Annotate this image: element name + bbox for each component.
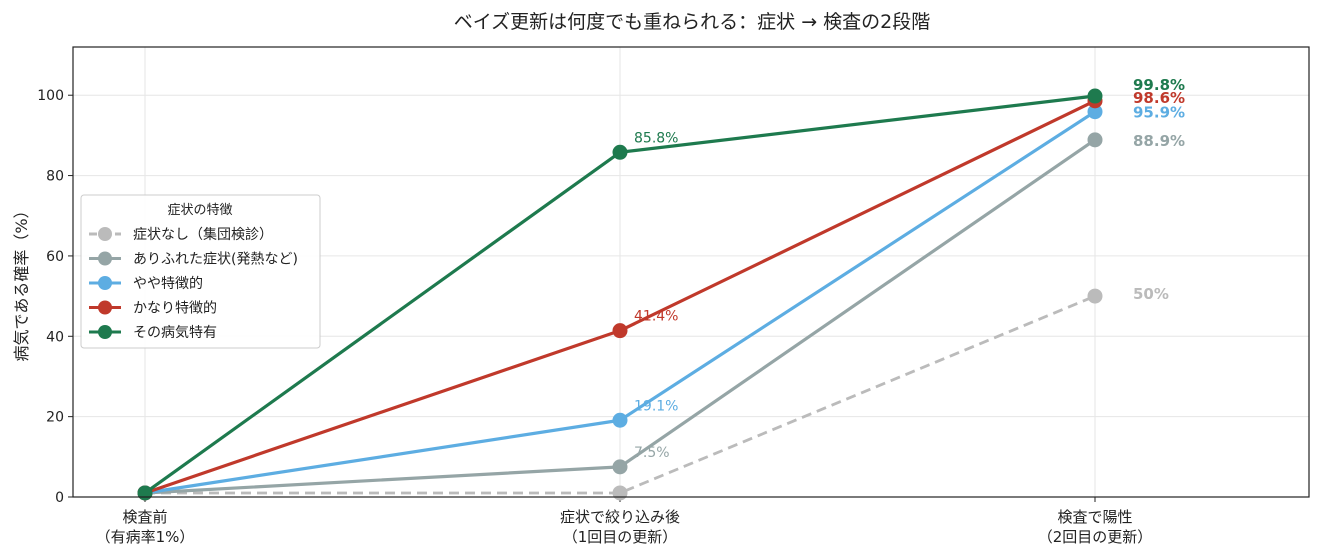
data-point bbox=[612, 144, 628, 160]
data-point bbox=[612, 459, 628, 475]
data-point bbox=[1087, 104, 1103, 120]
data-point bbox=[1087, 288, 1103, 304]
mid-value-label: 19.1% bbox=[634, 398, 678, 414]
mid-value-label: 41.4% bbox=[634, 309, 678, 325]
end-value-label: 88.9% bbox=[1133, 132, 1185, 150]
legend-item-0: 症状なし（集団検診） bbox=[89, 226, 273, 243]
legend-marker bbox=[98, 251, 112, 266]
y-tick-label: 20 bbox=[46, 410, 64, 426]
x-tick-label: （2回目の更新） bbox=[1038, 528, 1153, 546]
end-value-label: 98.6% bbox=[1133, 89, 1185, 107]
y-tick-labels: 0 20 40 60 80 100 bbox=[37, 88, 73, 506]
data-point bbox=[1087, 88, 1103, 104]
data-point bbox=[612, 485, 628, 501]
point-labels: 50% 7.5% 88.9% 19.1% 95.9% 41.4% 98.6% 85.8% 99.… bbox=[634, 76, 1185, 461]
y-tick-label: 0 bbox=[55, 490, 64, 506]
legend-marker bbox=[98, 276, 112, 290]
y-tick-label: 100 bbox=[37, 88, 64, 104]
legend: 症状の特徴 症状なし（集団検診） ありふれた症状(発熱など) やや特徴的かなり特徴的… bbox=[80, 194, 321, 349]
legend-label: やや特徴的 bbox=[133, 276, 203, 292]
end-value-label: 95.9% bbox=[1133, 104, 1185, 122]
data-point bbox=[612, 323, 628, 339]
series-line bbox=[145, 294, 1096, 495]
x-tick-label: 検査前 bbox=[122, 508, 167, 526]
legend-marker bbox=[98, 300, 112, 315]
legend-title: 症状の特徴 bbox=[167, 203, 232, 218]
legend-marker bbox=[98, 325, 112, 339]
x-tick-label: （有病率1%） bbox=[96, 528, 195, 546]
end-value-label: 50% bbox=[1133, 285, 1169, 303]
chart-title: ベイズ更新は何度でも重ねられる：症状 → 検査の2段階 bbox=[454, 11, 931, 33]
series-4 bbox=[137, 88, 1103, 501]
legend-label: ありふれた症状(発熱など) bbox=[133, 252, 298, 268]
end-value-label: 99.8% bbox=[1133, 76, 1185, 94]
x-tick-labels: 検査前 （有病率1%） 症状で絞り込み後 （1回目の更新） 検査で陽性 （2回目の更新） bbox=[96, 497, 1153, 546]
mid-value-label: 85.8% bbox=[634, 130, 678, 146]
data-point bbox=[1087, 132, 1103, 148]
legend-marker bbox=[98, 227, 112, 241]
x-tick-label: 検査で陽性 bbox=[1057, 508, 1132, 526]
x-tick-label: 症状で絞り込み後 bbox=[560, 508, 680, 526]
plot-frame bbox=[72, 46, 1310, 498]
y-tick-label: 40 bbox=[46, 329, 64, 345]
y-tick-label: 80 bbox=[46, 169, 64, 185]
y-axis-label: 病気である確率（%） bbox=[12, 202, 31, 361]
legend-box bbox=[80, 194, 321, 349]
mid-value-label: 7.5% bbox=[634, 445, 670, 461]
legend-item-2: やや特徴的 bbox=[89, 276, 203, 292]
legend-label: その病気特有 bbox=[133, 325, 217, 341]
y-tick-label: 60 bbox=[46, 249, 64, 265]
data-point bbox=[137, 485, 153, 501]
legend-label: かなり特徴的 bbox=[133, 301, 217, 317]
x-tick-label: （1回目の更新） bbox=[563, 528, 678, 546]
legend-item-4: その病気特有 bbox=[89, 325, 217, 341]
legend-item-1: ありふれた症状(発熱など) bbox=[89, 251, 298, 268]
legend-item-3: かなり特徴的 bbox=[89, 300, 217, 317]
data-point bbox=[612, 412, 628, 428]
legend-label: 症状なし（集団検診） bbox=[133, 226, 273, 243]
